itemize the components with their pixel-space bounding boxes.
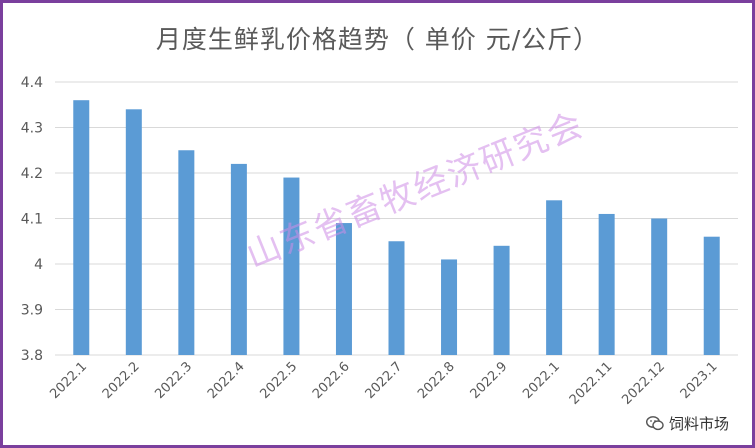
y-tick-label: 4.2	[21, 166, 43, 182]
bar	[125, 109, 142, 355]
bar	[441, 259, 458, 355]
y-tick-label: 4	[34, 257, 43, 273]
bar	[283, 177, 300, 355]
x-tick-label: 2022.5	[257, 359, 300, 402]
x-tick-label: 2022.2	[100, 359, 143, 402]
x-tick-label: 2022.1	[47, 359, 90, 402]
brand-badge: 饲料市场	[645, 413, 729, 434]
bar	[335, 223, 352, 355]
chart-title: 月度生鲜乳价格趋势（ 单价 元/公斤）	[155, 25, 600, 54]
x-tick-label: 2022.9	[468, 359, 511, 402]
bar	[651, 218, 668, 355]
y-tick-label: 4.1	[21, 212, 43, 228]
x-tick-label: 2022.6	[310, 359, 353, 402]
x-tick-label: 2022.8	[415, 359, 458, 402]
x-tick-label: 2022.1	[520, 359, 563, 402]
x-tick-label: 2022.3	[152, 359, 195, 402]
bar	[546, 200, 563, 355]
y-tick-label: 4.3	[21, 121, 43, 137]
bar	[388, 241, 405, 355]
x-tick-label: 2022.12	[619, 359, 668, 408]
x-tick-label: 2022.4	[205, 359, 248, 402]
y-tick-label: 3.8	[21, 348, 43, 364]
wechat-icon	[645, 416, 664, 431]
brand-label: 饲料市场	[668, 415, 729, 433]
y-tick-label: 4.4	[21, 75, 43, 91]
bar	[178, 150, 195, 355]
bar	[230, 163, 247, 355]
x-tick-label: 2023.1	[678, 359, 721, 402]
bar	[703, 236, 720, 355]
bar	[493, 245, 510, 355]
bar	[598, 213, 615, 355]
bar	[73, 100, 90, 355]
x-tick-label: 2022.11	[567, 359, 616, 408]
y-tick-label: 3.9	[21, 303, 43, 319]
x-tick-label: 2022.7	[363, 359, 406, 402]
